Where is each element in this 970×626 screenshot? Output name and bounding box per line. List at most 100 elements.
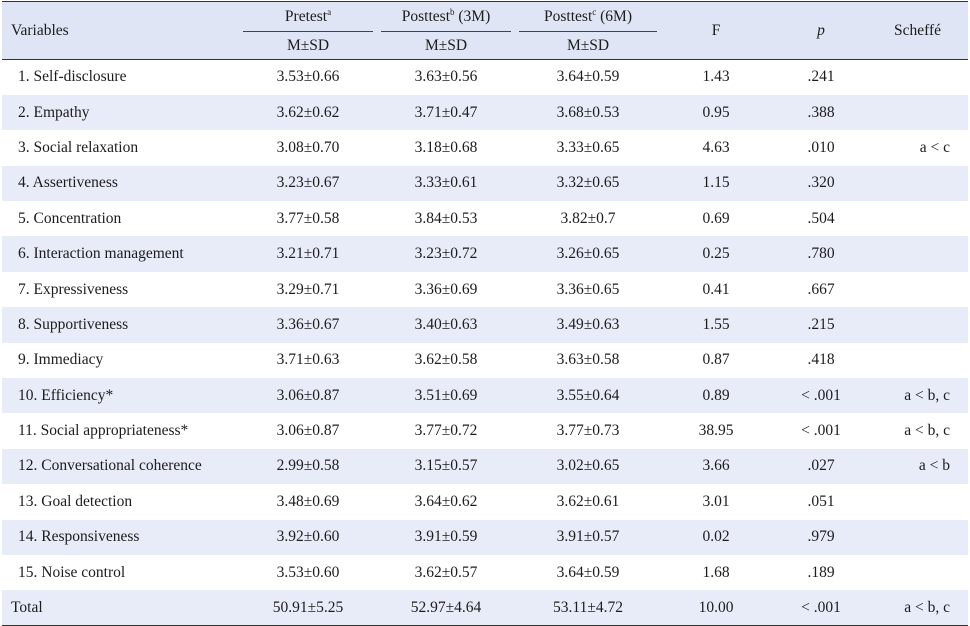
- cell-f: 0.95: [657, 94, 775, 131]
- cell-pretest: 3.06±0.87: [243, 378, 373, 414]
- table-row: 7. Expressiveness 3.29±0.71 3.36±0.69 3.36±…: [2, 272, 968, 307]
- cell-pretest: 3.23±0.67: [243, 165, 373, 202]
- header-scheffe: Scheffé: [867, 1, 968, 60]
- header-variables: Variables: [2, 1, 235, 60]
- cell-variable: 14. Responsiveness: [2, 519, 235, 555]
- cell-f: 10.00: [657, 590, 775, 626]
- header-posttest-3m: Posttestb (3M): [381, 1, 511, 32]
- header-p: p: [775, 1, 867, 60]
- cell-scheffe: a < c: [919, 138, 950, 156]
- cell-p: .010: [807, 138, 835, 156]
- cell-f: 38.95: [698, 422, 734, 440]
- cell-variable: 8. Supportiveness: [2, 307, 235, 343]
- cell-posttest-3m: 3.64±0.62: [414, 492, 478, 510]
- cell-posttest-3m: 3.15±0.57: [381, 448, 511, 485]
- cell-f: 0.87: [702, 351, 730, 369]
- cell-variable: 3. Social relaxation: [18, 138, 139, 156]
- cell-posttest-3m: 3.33±0.61: [381, 165, 511, 202]
- cell-p: .388: [775, 94, 867, 131]
- header-f: F: [657, 1, 775, 60]
- cell-p: .241: [807, 68, 835, 86]
- cell-posttest-3m: 3.51±0.69: [381, 378, 511, 414]
- cell-f: 3.66: [657, 448, 775, 485]
- header-msd-post6m: M±SD: [519, 31, 657, 60]
- table-row: 14. Responsiveness 3.92±0.60 3.91±0.59 3.91…: [2, 519, 968, 555]
- cell-p: .979: [775, 519, 867, 555]
- cell-scheffe: [867, 307, 968, 343]
- cell-pretest: 3.71±0.63: [276, 351, 340, 369]
- cell-pretest: 3.92±0.60: [243, 519, 373, 555]
- cell-posttest-6m: 3.64±0.59: [556, 563, 620, 581]
- cell-posttest-6m: 3.68±0.53: [519, 94, 657, 131]
- cell-posttest-3m: 3.71±0.47: [381, 94, 511, 131]
- cell-posttest-3m: 3.62±0.58: [414, 351, 478, 369]
- cell-posttest-3m: 3.18±0.68: [414, 138, 478, 156]
- cell-scheffe: [867, 272, 968, 307]
- cell-pretest: 3.53±0.60: [276, 563, 340, 581]
- cell-variable: 10. Efficiency*: [2, 378, 235, 414]
- cell-posttest-3m: 3.84±0.53: [414, 209, 478, 227]
- cell-posttest-6m: 3.26±0.65: [519, 236, 657, 272]
- cell-posttest-3m: 3.40±0.63: [381, 307, 511, 343]
- cell-posttest-6m: 3.36±0.65: [556, 280, 620, 298]
- cell-p: .027: [775, 448, 867, 485]
- cell-variable: Total: [2, 590, 235, 626]
- cell-variable: 1. Self-disclosure: [18, 68, 127, 86]
- header-pretest: Pretesta: [243, 1, 373, 32]
- cell-variable: 13. Goal detection: [18, 492, 133, 510]
- cell-variable: 12. Conversational coherence: [2, 448, 235, 485]
- cell-p: .780: [775, 236, 867, 272]
- table-row: 11. Social appropriateness* 3.06±0.87 3.77…: [2, 413, 968, 448]
- cell-pretest: 3.08±0.70: [276, 138, 340, 156]
- table-row: 9. Immediacy 3.71±0.63 3.62±0.58 3.63±0.58 0…: [2, 343, 968, 378]
- cell-pretest: 3.29±0.71: [276, 280, 340, 298]
- cell-p: .189: [807, 563, 835, 581]
- cell-scheffe: [867, 94, 968, 131]
- cell-posttest-6m: 3.64±0.59: [556, 68, 620, 86]
- cell-variable: 6. Interaction management: [2, 236, 235, 272]
- header-posttest-6m: Posttestc (6M): [519, 1, 657, 32]
- cell-pretest: 3.53±0.66: [276, 68, 340, 86]
- table-row: 6. Interaction management 3.21±0.71 3.23±0…: [2, 236, 968, 272]
- cell-f: 0.02: [657, 519, 775, 555]
- cell-scheffe: a < b, c: [867, 378, 968, 414]
- cell-p: .418: [807, 351, 835, 369]
- cell-p: .667: [807, 280, 835, 298]
- cell-scheffe: [867, 165, 968, 202]
- cell-posttest-6m: 3.91±0.57: [519, 519, 657, 555]
- table-row: 8. Supportiveness 3.36±0.67 3.40±0.63 3.49±…: [2, 307, 968, 343]
- table-row: 13. Goal detection 3.48±0.69 3.64±0.62 3.62…: [2, 484, 968, 519]
- table-row: 12. Conversational coherence 2.99±0.58 3.1…: [2, 448, 968, 485]
- cell-posttest-3m: 3.23±0.72: [381, 236, 511, 272]
- cell-posttest-6m: 3.02±0.65: [519, 448, 657, 485]
- table-body: 1. Self-disclosure 3.53±0.66 3.63±0.56 3.64…: [2, 60, 968, 626]
- cell-pretest: 3.21±0.71: [243, 236, 373, 272]
- cell-variable: 4. Assertiveness: [2, 165, 235, 202]
- cell-variable: 7. Expressiveness: [18, 280, 129, 298]
- cell-posttest-6m: 3.33±0.65: [556, 138, 620, 156]
- cell-pretest: 50.91±5.25: [243, 590, 373, 626]
- cell-posttest-6m: 3.77±0.73: [556, 422, 620, 440]
- cell-pretest: 3.77±0.58: [276, 209, 340, 227]
- cell-scheffe: [867, 555, 968, 590]
- table-row: 2. Empathy 3.62±0.62 3.71±0.47 3.68±0.53 0.9…: [2, 94, 968, 131]
- header-msd-post3m: M±SD: [381, 31, 511, 60]
- cell-f: 3.01: [702, 492, 730, 510]
- cell-scheffe: a < b: [867, 448, 968, 485]
- table-row: 1. Self-disclosure 3.53±0.66 3.63±0.56 3.64…: [2, 60, 968, 95]
- cell-posttest-6m: 3.62±0.61: [556, 492, 620, 510]
- cell-pretest: 2.99±0.58: [243, 448, 373, 485]
- cell-f: 0.89: [657, 378, 775, 414]
- table-row: 4. Assertiveness 3.23±0.67 3.33±0.61 3.32±0…: [2, 165, 968, 202]
- cell-scheffe: [867, 519, 968, 555]
- cell-f: 1.43: [702, 68, 730, 86]
- cell-p: .504: [807, 209, 835, 227]
- cell-posttest-3m: 52.97±4.64: [381, 590, 511, 626]
- cell-p: .051: [807, 492, 835, 510]
- cell-posttest-6m: 3.49±0.63: [519, 307, 657, 343]
- cell-pretest: 3.62±0.62: [243, 94, 373, 131]
- cell-pretest: 3.36±0.67: [243, 307, 373, 343]
- cell-posttest-6m: 3.82±0.7: [560, 209, 616, 227]
- table-row: Total 50.91±5.25 52.97±4.64 53.11±4.72 10.00…: [2, 590, 968, 626]
- cell-posttest-3m: 3.63±0.56: [414, 68, 478, 86]
